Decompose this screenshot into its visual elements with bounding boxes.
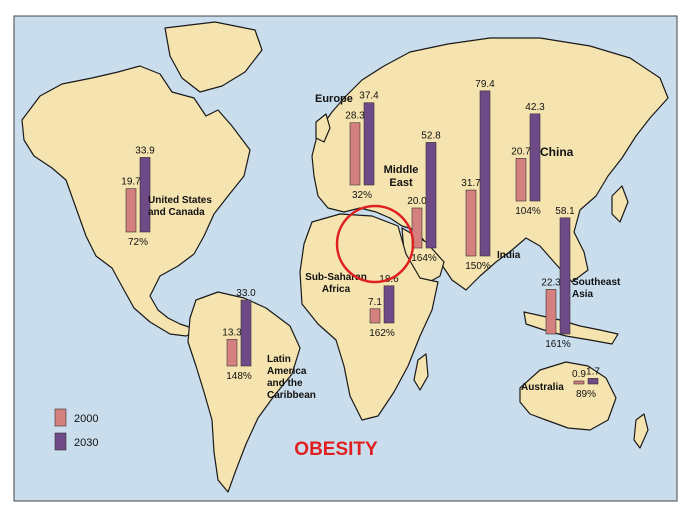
- region-labels: United States and Canada Latin America and t…: [148, 93, 621, 401]
- region-label-line: Africa: [322, 284, 351, 295]
- region-bars-9: 0.9 1.7 89%: [572, 366, 600, 400]
- region-label-line: East: [389, 177, 413, 189]
- region-label-mideast: Middle East: [384, 164, 419, 189]
- region-label-sea: Southeast Asia: [572, 277, 621, 300]
- landmass-south-america: [187, 291, 301, 493]
- region-label-line: America: [267, 366, 307, 377]
- change-percent: 89%: [576, 389, 596, 400]
- region-label-line: Caribbean: [267, 390, 316, 401]
- bar-value-2030: 58.1: [555, 206, 575, 217]
- bar-2000: [465, 189, 477, 257]
- bar-value-2000: 20.0: [407, 196, 427, 207]
- region-bars-1: 19.7 33.9 72%: [121, 145, 155, 248]
- region-bars-2: 13.3 33.0 148%: [222, 288, 256, 382]
- bar-value-2030: 52.8: [421, 130, 441, 141]
- region-label-latam: Latin America and the Caribbean: [267, 354, 316, 401]
- region-label-line: United States: [148, 195, 212, 206]
- bar-value-2000: 20.7: [511, 146, 531, 157]
- region-label-line: Europe: [315, 93, 353, 105]
- region-bars-3: 28.3 37.4 32%: [345, 91, 379, 201]
- change-percent: 161%: [545, 339, 571, 350]
- change-percent: 150%: [465, 261, 491, 272]
- bar-2030: [139, 157, 151, 233]
- region-label-usa: United States and Canada: [148, 195, 212, 218]
- region-bars-6: 31.7 79.4 150%: [461, 79, 495, 272]
- bar-value-2000: 0.9: [572, 369, 586, 380]
- landmass-madagascar: [413, 353, 429, 391]
- bar-value-2000: 19.7: [121, 177, 141, 188]
- landmass-new-zealand: [633, 413, 649, 449]
- bar-2000: [545, 289, 557, 335]
- bar-2000: [369, 308, 381, 324]
- region-bars-7: 20.7 42.3 104%: [511, 102, 545, 217]
- bar-2030: [363, 102, 375, 186]
- region-label-line: Australia: [521, 382, 564, 393]
- region-bars-8: 22.3 58.1 161%: [541, 206, 575, 350]
- change-percent: 148%: [226, 371, 252, 382]
- bar-2000: [573, 380, 585, 385]
- landmass-japan: [611, 185, 629, 223]
- bar-2000: [349, 122, 361, 186]
- landmass-great-britain: [315, 113, 331, 143]
- bar-2000: [226, 339, 238, 367]
- region-label-line: and the: [267, 378, 303, 389]
- bar-value-2030: 79.4: [475, 79, 495, 90]
- region-label-line: Sub-Saharan: [305, 272, 367, 283]
- bar-value-2030: 37.4: [359, 91, 379, 102]
- bar-2030: [240, 299, 252, 367]
- bar-2030: [559, 217, 571, 335]
- region-label-line: Latin: [267, 354, 291, 365]
- legend-label-2000: 2000: [74, 413, 98, 425]
- region-label-line: Asia: [572, 289, 594, 300]
- legend-swatch-2030: [54, 432, 67, 451]
- region-label-line: Southeast: [572, 277, 621, 288]
- bar-value-2000: 7.1: [368, 297, 382, 308]
- highlight-circle: [335, 204, 415, 284]
- region-label-europe: Europe: [315, 93, 353, 105]
- region-label-china: China: [540, 145, 574, 159]
- obesity-bars: 19.7 33.9 72% 13.3 33.0 148% 28.3 37.4 32% 20.0 52…: [121, 79, 600, 400]
- map-title: OBESITY: [294, 439, 378, 460]
- landmass-greenland: [164, 21, 263, 93]
- legend-swatch-2000: [54, 408, 67, 427]
- landmass-africa: [299, 213, 439, 421]
- bar-2000: [515, 158, 527, 202]
- bar-2030: [479, 90, 491, 257]
- bar-value-2030: 42.3: [525, 102, 545, 113]
- change-percent: 162%: [369, 328, 395, 339]
- region-bars-4: 20.0 52.8 164%: [407, 130, 441, 264]
- bar-value-2000: 13.3: [222, 327, 242, 338]
- legend: 2000 2030: [54, 408, 98, 451]
- bar-value-2000: 28.3: [345, 111, 365, 122]
- bar-value-2000: 31.7: [461, 178, 481, 189]
- region-label-ssa: Sub-Saharan Africa: [305, 272, 367, 295]
- bar-2000: [411, 207, 423, 249]
- change-percent: 104%: [515, 206, 541, 217]
- bar-value-2030: 33.9: [135, 145, 155, 156]
- bar-2030: [529, 113, 541, 202]
- region-label-india: India: [497, 250, 521, 261]
- bar-2030: [587, 378, 599, 385]
- change-percent: 72%: [128, 237, 148, 248]
- change-percent: 32%: [352, 190, 372, 201]
- region-label-line: Middle: [384, 164, 419, 176]
- bar-2000: [125, 188, 137, 233]
- bar-2030: [383, 285, 395, 324]
- region-label-line: China: [540, 145, 574, 159]
- region-label-line: and Canada: [148, 207, 205, 218]
- region-label-australia: Australia: [521, 382, 564, 393]
- bar-2030: [425, 142, 437, 249]
- change-percent: 164%: [411, 253, 437, 264]
- bar-value-2030: 1.7: [586, 366, 600, 377]
- region-label-line: India: [497, 250, 521, 261]
- bar-value-2030: 33.0: [236, 288, 256, 299]
- bar-value-2000: 22.3: [541, 277, 561, 288]
- legend-label-2030: 2030: [74, 437, 98, 449]
